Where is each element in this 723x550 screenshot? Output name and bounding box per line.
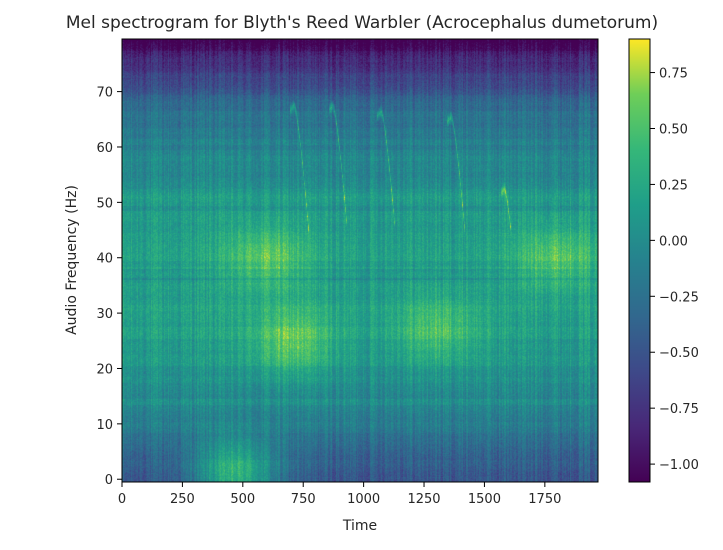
colorbar-ticks: −1.00 −0.75 −0.50 −0.25 0.00 0.25 0.50 0.75 <box>650 67 699 473</box>
x-tick-label: 1250 <box>407 492 440 507</box>
colorbar-tick-label: −1.00 <box>659 458 699 473</box>
x-tick-label: 500 <box>230 492 255 507</box>
y-tick-label: 40 <box>96 252 113 267</box>
y-tick-label: 20 <box>96 362 113 377</box>
y-tick-label: 60 <box>96 141 113 156</box>
colorbar-tick-label: 0.00 <box>659 234 688 249</box>
y-tick-label: 0 <box>105 473 113 488</box>
x-axis-label: Time <box>342 518 377 534</box>
colorbar-tick-label: 0.75 <box>659 67 688 82</box>
x-tick-label: 0 <box>118 492 126 507</box>
y-tick-label: 50 <box>96 196 113 211</box>
plot-frame <box>121 38 599 483</box>
heatmap-image <box>122 39 598 482</box>
colorbar-tick-label: −0.50 <box>659 346 699 361</box>
chart-title: Mel spectrogram for Blyth's Reed Warbler… <box>66 13 658 33</box>
y-tick-label: 10 <box>96 418 113 433</box>
x-tick-label: 250 <box>170 492 195 507</box>
y-tick-label: 30 <box>96 307 113 322</box>
y-axis-ticks: 0 10 20 30 40 50 60 70 <box>96 86 122 488</box>
colorbar-tick-label: −0.75 <box>659 402 699 417</box>
x-axis-ticks: 0 250 500 750 1000 1250 1500 1750 <box>118 482 561 507</box>
x-tick-label: 1500 <box>468 492 501 507</box>
colorbar-tick-label: 0.25 <box>659 178 688 193</box>
heatmap-area <box>121 38 599 483</box>
colorbar-tick-label: −0.25 <box>659 290 699 305</box>
x-tick-label: 1000 <box>347 492 380 507</box>
colorbar-tick-label: 0.50 <box>659 122 688 137</box>
colorbar: −1.00 −0.75 −0.50 −0.25 0.00 0.25 0.50 0.75 <box>628 38 699 483</box>
colorbar-gradient <box>628 38 651 483</box>
x-tick-label: 750 <box>291 492 316 507</box>
y-tick-label: 70 <box>96 86 113 101</box>
x-tick-label: 1750 <box>528 492 561 507</box>
y-axis-label: Audio Frequency (Hz) <box>64 185 80 335</box>
